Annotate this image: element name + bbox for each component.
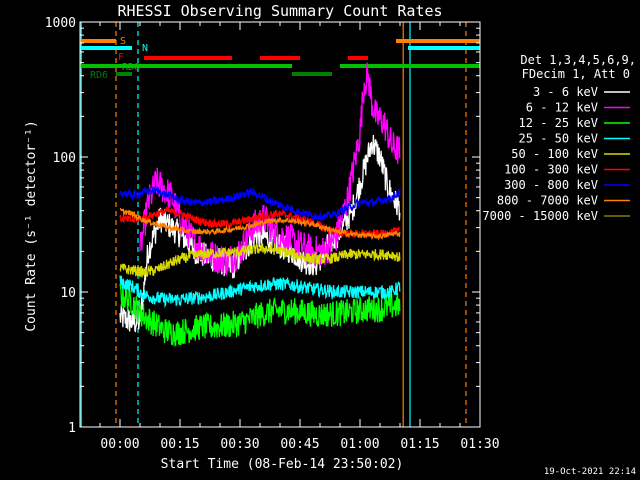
- x-tick-label: 00:15: [160, 437, 199, 452]
- x-tick-label: 00:00: [100, 437, 139, 452]
- series-trace: [119, 275, 401, 309]
- chart-title: RHESSI Observing Summary Count Rates: [117, 2, 442, 20]
- series-trace: [119, 283, 401, 347]
- legend-entry-label: 6 - 12 keV: [526, 101, 598, 115]
- flag-label-rd6: RD6: [90, 70, 108, 81]
- flag-label-f: F: [118, 52, 124, 63]
- series-trace: [119, 185, 401, 222]
- x-tick-label: 01:30: [460, 437, 499, 452]
- legend-entry-label: 7000 - 15000 keV: [482, 209, 598, 223]
- legend-entry-label: 300 - 800 keV: [504, 178, 598, 192]
- x-tick-label: 00:45: [280, 437, 319, 452]
- series-trace: [119, 242, 401, 278]
- x-axis-label: Start Time (08-Feb-14 23:50:02): [161, 457, 404, 472]
- series-trace: [119, 207, 401, 241]
- flag-label-s: S: [120, 36, 126, 47]
- x-tick-label: 01:00: [340, 437, 379, 452]
- y-tick-label: 100: [53, 151, 76, 166]
- time-marker-lines: [80, 22, 467, 427]
- flag-label-rd0: RD0: [122, 62, 140, 73]
- x-axis-ticks: 00:00 00:15 00:30 00:45 01:00 01:15 01:30: [79, 22, 500, 452]
- y-axis-ticks: 1 10 100 1000: [45, 16, 480, 436]
- series-trace: [119, 206, 401, 240]
- series-traces: [119, 62, 401, 347]
- legend-entry-label: 25 - 50 keV: [519, 132, 598, 146]
- y-tick-label: 10: [60, 286, 76, 301]
- legend: Det 1,3,4,5,6,9, FDecim 1, Att 0 3 - 6 k…: [482, 53, 636, 223]
- legend-entry-label: 100 - 300 keV: [504, 163, 598, 177]
- footer-timestamp: 19-Oct-2021 22:14: [544, 467, 636, 477]
- flag-label-n: N: [142, 43, 148, 54]
- legend-entry-label: 3 - 6 keV: [533, 85, 598, 99]
- legend-header-line-1: Det 1,3,4,5,6,9,: [520, 53, 636, 67]
- y-tick-label: 1000: [45, 16, 76, 31]
- x-tick-label: 00:30: [220, 437, 259, 452]
- legend-entry-label: 50 - 100 keV: [511, 147, 598, 161]
- legend-header-line-2: FDecim 1, Att 0: [522, 67, 630, 81]
- x-tick-label: 01:15: [400, 437, 439, 452]
- legend-entry-label: 12 - 25 keV: [519, 116, 598, 130]
- y-tick-label: 1: [68, 421, 76, 436]
- y-axis-label: Count Rate (s⁻¹ detector⁻¹): [24, 120, 39, 331]
- legend-entry-label: 800 - 7000 keV: [497, 194, 598, 208]
